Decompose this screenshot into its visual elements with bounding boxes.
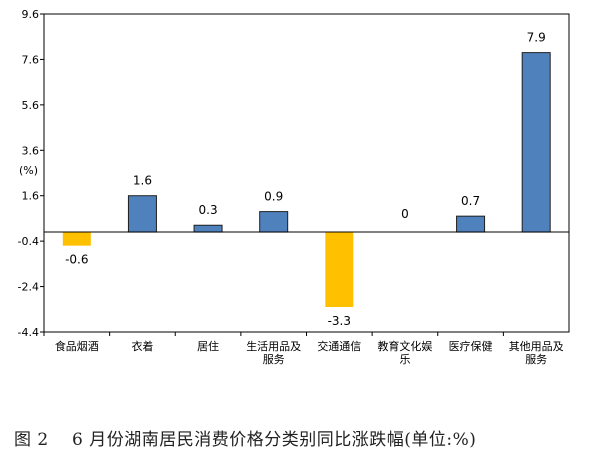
category-label: 食品烟酒 [55, 339, 99, 353]
category-label: 生活用品及 [246, 339, 301, 353]
data-label: 0.3 [199, 203, 218, 217]
data-label: 0.7 [461, 194, 480, 208]
bar [193, 224, 223, 233]
bar [325, 232, 354, 308]
bar [259, 211, 289, 233]
data-label: 7.9 [527, 31, 546, 45]
y-tick-label: -2.4 [18, 281, 39, 294]
y-axis-unit-label: (%) [19, 164, 38, 177]
category-label: 服务 [263, 353, 285, 366]
category-label: 服务 [525, 353, 547, 366]
y-tick-label: 5.6 [22, 99, 40, 112]
bar-chart: 9.6 7.6 5.6 3.6 1.6 -0.4 -2.4 -4.4 (%) -0.6 1.6 0… [18, 8, 570, 366]
category-label: 居住 [197, 339, 219, 353]
data-label: 0.9 [264, 190, 283, 204]
bar [521, 52, 551, 233]
value-labels: -0.6 1.6 0.3 0.9 -3.3 0 0.7 7.9 [65, 31, 546, 328]
data-label: 1.6 [133, 174, 152, 188]
category-label: 其他用品及 [509, 340, 564, 353]
data-label: -0.6 [65, 253, 88, 267]
bar [456, 215, 486, 233]
figure-number: 图 2 [14, 430, 49, 450]
figure-caption: 图 2 6 月份湖南居民消费价格分类别同比涨跌幅(单位:%) [14, 425, 584, 450]
y-tick-label: 1.6 [22, 190, 40, 203]
category-label: 乐 [399, 353, 410, 366]
category-label: 教育文化娱 [377, 339, 432, 353]
y-tick-label: -4.4 [18, 326, 39, 339]
y-tick-label: -0.4 [18, 235, 39, 248]
plot-area-border [43, 13, 570, 333]
category-label: 衣着 [131, 339, 153, 353]
figure-title: 6 月份湖南居民消费价格分类别同比涨跌幅(单位:%) [72, 430, 477, 450]
category-label: 医疗保健 [449, 339, 493, 353]
bars [62, 52, 551, 308]
bar [127, 195, 157, 233]
y-tick-label: 9.6 [22, 8, 40, 21]
y-tick-label: 7.6 [22, 53, 40, 66]
data-label: 0 [401, 207, 409, 221]
data-label: -3.3 [328, 314, 351, 328]
bar [62, 232, 91, 246]
y-tick-label: 3.6 [22, 144, 40, 157]
plot-frame [43, 13, 570, 333]
y-axis: 9.6 7.6 5.6 3.6 1.6 -0.4 -2.4 -4.4 [18, 8, 44, 339]
category-label: 交通通信 [317, 339, 361, 353]
